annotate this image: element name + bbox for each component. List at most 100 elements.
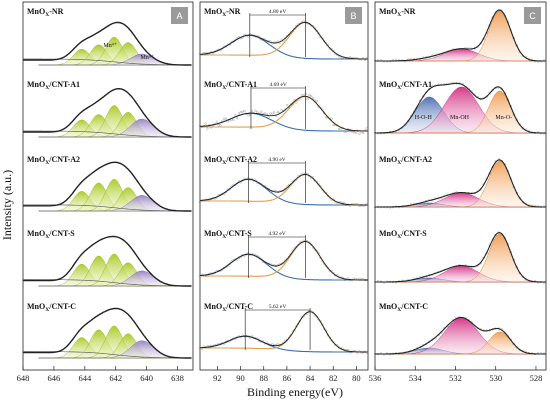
data-point xyxy=(512,342,515,345)
sample-label-main: MnO xyxy=(379,7,397,16)
sample-label-main: MnO xyxy=(379,302,397,311)
sample-label-sub: X xyxy=(397,85,401,91)
data-point xyxy=(243,109,246,113)
data-point xyxy=(354,132,357,135)
sample-label-main: MnO xyxy=(27,7,45,16)
splitting-label: 4.80 eV xyxy=(269,9,286,15)
panel-c-series xyxy=(373,158,546,209)
sample-label: MnOX/CNT-S xyxy=(204,229,252,240)
data-point xyxy=(254,109,257,112)
x-axis-label: Binding energy(eV) xyxy=(247,385,343,399)
sample-label-main: MnO xyxy=(27,302,45,311)
panel-b-series: 4.90 eV xyxy=(198,157,368,207)
panel-c-badge: C xyxy=(524,7,541,24)
data-point xyxy=(223,117,226,120)
sample-label: MnOX-NR xyxy=(204,7,241,18)
panel-a-frame xyxy=(22,1,194,371)
sample-label-main: MnO xyxy=(27,80,45,89)
sample-label-rest: -NR xyxy=(401,7,415,16)
envelope-line xyxy=(375,316,546,355)
sample-label-sub: X xyxy=(397,160,401,166)
fit-line-peak2 xyxy=(200,311,368,353)
sample-label: MnOX-NR xyxy=(27,7,64,18)
sample-label-sub: X xyxy=(45,160,49,166)
envelope-line xyxy=(199,241,368,281)
x-tick-label: 90 xyxy=(236,373,245,383)
x-tick-label: 648 xyxy=(17,373,30,383)
envelope-line xyxy=(375,9,546,62)
data-point xyxy=(358,132,361,135)
data-point xyxy=(362,131,365,134)
sample-label-main: MnO xyxy=(379,80,397,89)
panel-a-series xyxy=(23,87,192,138)
mn-component xyxy=(38,253,184,287)
background-line xyxy=(23,130,192,138)
data-point xyxy=(241,110,244,113)
data-point xyxy=(284,37,287,40)
background-line xyxy=(23,351,192,359)
sample-label-main: MnO xyxy=(204,229,222,238)
sample-label-main: MnO xyxy=(204,7,222,16)
data-point xyxy=(219,124,222,127)
envelope-line xyxy=(199,311,368,353)
x-tick-label: 82 xyxy=(329,373,338,383)
data-point xyxy=(332,123,335,127)
envelope-line xyxy=(375,232,546,283)
sample-label-rest: /CNT-C xyxy=(48,302,76,311)
data-point xyxy=(521,127,524,130)
sample-label: MnOX/CNT-A2 xyxy=(379,155,432,166)
data-point xyxy=(237,112,240,115)
sample-label: MnOX/CNT-A1 xyxy=(379,80,432,91)
data-point xyxy=(232,118,235,121)
x-tick-label: 534 xyxy=(409,373,423,383)
envelope-line xyxy=(23,235,192,287)
x-tick-label: 644 xyxy=(78,373,92,383)
x-tick-label: 640 xyxy=(140,373,153,383)
x-tick-label: 528 xyxy=(530,373,543,383)
splitting-label: 4.69 eV xyxy=(269,82,286,88)
sample-label: MnOX/CNT-A2 xyxy=(204,155,257,166)
data-point xyxy=(215,120,218,123)
sample-label-sub: X xyxy=(222,85,226,91)
splitting-label: 4.90 eV xyxy=(268,157,285,163)
x-tick-label: 530 xyxy=(489,373,502,383)
envelope-line xyxy=(199,95,368,132)
envelope-line xyxy=(23,307,192,359)
sample-label: MnOX/CNT-C xyxy=(27,302,76,313)
sample-label-sub: X xyxy=(45,12,49,18)
data-point xyxy=(330,117,333,120)
y-axis-label: Intensity (a.u.) xyxy=(0,170,14,240)
panel-a-series xyxy=(23,235,192,287)
sample-label-rest: -NR xyxy=(49,7,63,16)
sample-label: MnOX/CNT-A1 xyxy=(204,80,257,91)
svg-text:C: C xyxy=(529,11,536,21)
svg-text:B: B xyxy=(350,11,356,21)
sample-label: MnOX-NR xyxy=(379,7,416,18)
x-tick-label: 642 xyxy=(109,373,122,383)
envelope-line xyxy=(23,21,192,66)
panel-c-series xyxy=(373,315,546,356)
data-point xyxy=(308,93,311,96)
data-point xyxy=(236,117,239,120)
panel-b-series: 5.62 eV xyxy=(198,304,368,354)
data-point xyxy=(325,116,328,119)
sample-label-rest: /CNT-A1 xyxy=(48,80,80,89)
data-point xyxy=(491,88,494,92)
x-tick-label: 532 xyxy=(449,373,462,383)
o1s-component xyxy=(375,317,546,355)
x-tick-label: 80 xyxy=(352,373,361,383)
sample-label-rest: /CNT-A2 xyxy=(225,155,257,164)
data-point xyxy=(263,112,266,115)
x-tick-label: 88 xyxy=(259,373,268,383)
sample-label-sub: X xyxy=(222,234,226,240)
axis-layer: 648 646 644 642 640 638 92 90 88 86 84 82 80 536 534 53… xyxy=(17,366,543,383)
data-point xyxy=(224,117,228,120)
data-point xyxy=(289,31,292,34)
sample-label: MnOX/CNT-S xyxy=(379,229,427,240)
panel-a-badge: A xyxy=(171,7,188,24)
data-point xyxy=(286,104,289,107)
sample-label-sub: X xyxy=(45,85,49,91)
panel-b-series: 4.80 eV xyxy=(198,9,368,62)
data-point xyxy=(315,99,318,102)
svg-text:A: A xyxy=(176,11,182,21)
